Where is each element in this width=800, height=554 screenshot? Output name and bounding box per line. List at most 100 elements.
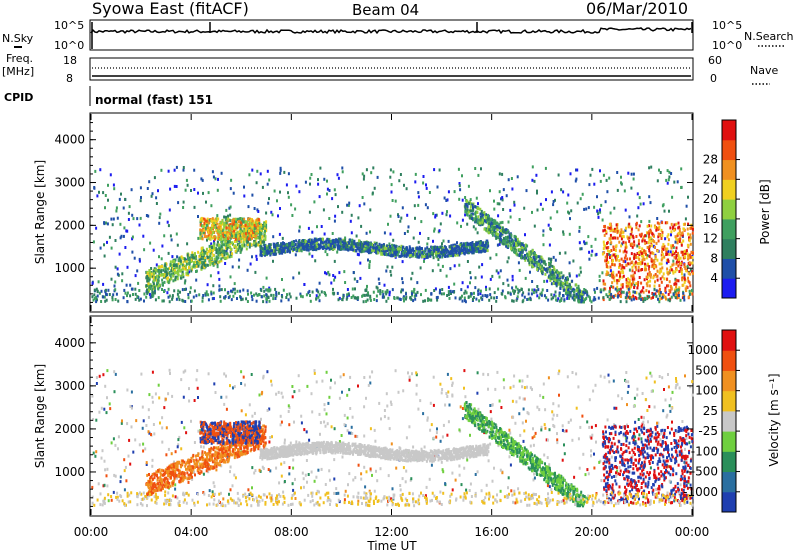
range-cell <box>380 243 383 247</box>
range-cell <box>325 247 328 251</box>
range-cell <box>298 190 301 194</box>
range-cell <box>260 225 263 229</box>
nsearch-label: N.Search <box>744 30 794 43</box>
range-cell <box>643 258 646 261</box>
range-cell <box>259 239 262 243</box>
range-cell <box>688 263 691 267</box>
range-cell <box>328 273 331 277</box>
range-cell <box>119 236 122 240</box>
range-cell <box>263 244 266 248</box>
range-cell <box>346 248 349 251</box>
range-cell <box>376 175 379 179</box>
range-cell <box>233 282 236 286</box>
range-cell <box>475 196 478 200</box>
range-cell <box>117 299 120 303</box>
range-cell <box>235 220 237 223</box>
range-cell <box>483 213 486 217</box>
range-cell <box>228 206 231 210</box>
range-cell <box>549 279 552 282</box>
range-cell <box>358 239 360 243</box>
range-cell <box>281 236 284 240</box>
range-cell <box>401 281 404 285</box>
range-cell <box>575 168 577 172</box>
range-cell <box>492 221 495 225</box>
range-cell <box>254 225 257 229</box>
range-cell <box>208 244 211 248</box>
range-cell <box>382 243 385 247</box>
range-cell <box>201 296 204 300</box>
range-cell <box>423 251 426 255</box>
range-cell <box>486 249 489 253</box>
range-cell <box>154 271 157 275</box>
range-cell <box>247 224 250 228</box>
range-cell <box>166 220 169 224</box>
range-cell <box>158 255 160 259</box>
range-cell <box>491 227 494 231</box>
range-cell <box>199 228 202 232</box>
range-cell <box>389 247 392 250</box>
range-cell <box>675 288 678 292</box>
range-cell <box>401 288 404 292</box>
range-cell <box>272 242 275 246</box>
range-cell <box>564 276 567 280</box>
range-cell <box>295 184 298 188</box>
range-cell <box>543 260 545 264</box>
range-cell <box>183 267 186 270</box>
range-cell <box>496 233 499 236</box>
range-cell <box>188 266 190 270</box>
range-cell <box>637 251 640 255</box>
range-cell <box>474 212 477 216</box>
range-cell <box>573 293 576 297</box>
range-cell <box>624 208 627 212</box>
range-cell <box>257 217 260 221</box>
range-cell <box>165 262 168 266</box>
range-cell <box>97 280 100 284</box>
range-cell <box>362 300 365 304</box>
range-cell <box>585 207 588 211</box>
range-cell <box>606 253 609 256</box>
range-cell <box>291 214 294 217</box>
range-cell <box>149 272 152 276</box>
range-cell <box>352 248 355 252</box>
range-cell <box>562 286 565 290</box>
range-cell <box>263 249 266 253</box>
range-cell <box>471 212 474 216</box>
range-cell <box>663 277 666 281</box>
range-cell <box>619 234 621 238</box>
range-cell <box>495 269 498 273</box>
range-cell <box>575 295 578 299</box>
range-cell <box>605 230 608 234</box>
range-cell <box>493 199 495 203</box>
range-cell <box>216 240 219 244</box>
range-cell <box>417 240 420 244</box>
range-cell <box>127 211 130 215</box>
range-cell <box>634 254 637 257</box>
range-cell <box>283 244 286 248</box>
range-cell <box>358 241 361 245</box>
range-cell <box>466 204 469 208</box>
range-cell <box>647 272 650 276</box>
range-cell <box>333 188 336 192</box>
range-cell <box>488 222 491 226</box>
range-cell <box>519 250 522 254</box>
range-cell <box>210 242 213 246</box>
range-cell <box>653 234 655 238</box>
range-cell <box>677 264 680 268</box>
range-cell <box>207 221 210 225</box>
range-cell <box>361 172 364 176</box>
range-cell <box>380 252 383 256</box>
range-cell <box>156 281 159 285</box>
range-cell <box>166 267 169 271</box>
range-cell <box>201 219 204 223</box>
range-cell <box>290 203 293 207</box>
range-cell <box>195 265 198 268</box>
range-cell <box>650 244 653 248</box>
range-cell <box>262 252 264 256</box>
range-cell <box>126 265 129 269</box>
range-cell <box>408 249 411 253</box>
range-cell <box>351 238 354 242</box>
range-cell <box>616 281 619 285</box>
range-cell <box>154 268 157 272</box>
range-cell <box>621 268 624 272</box>
range-cell <box>263 294 266 298</box>
